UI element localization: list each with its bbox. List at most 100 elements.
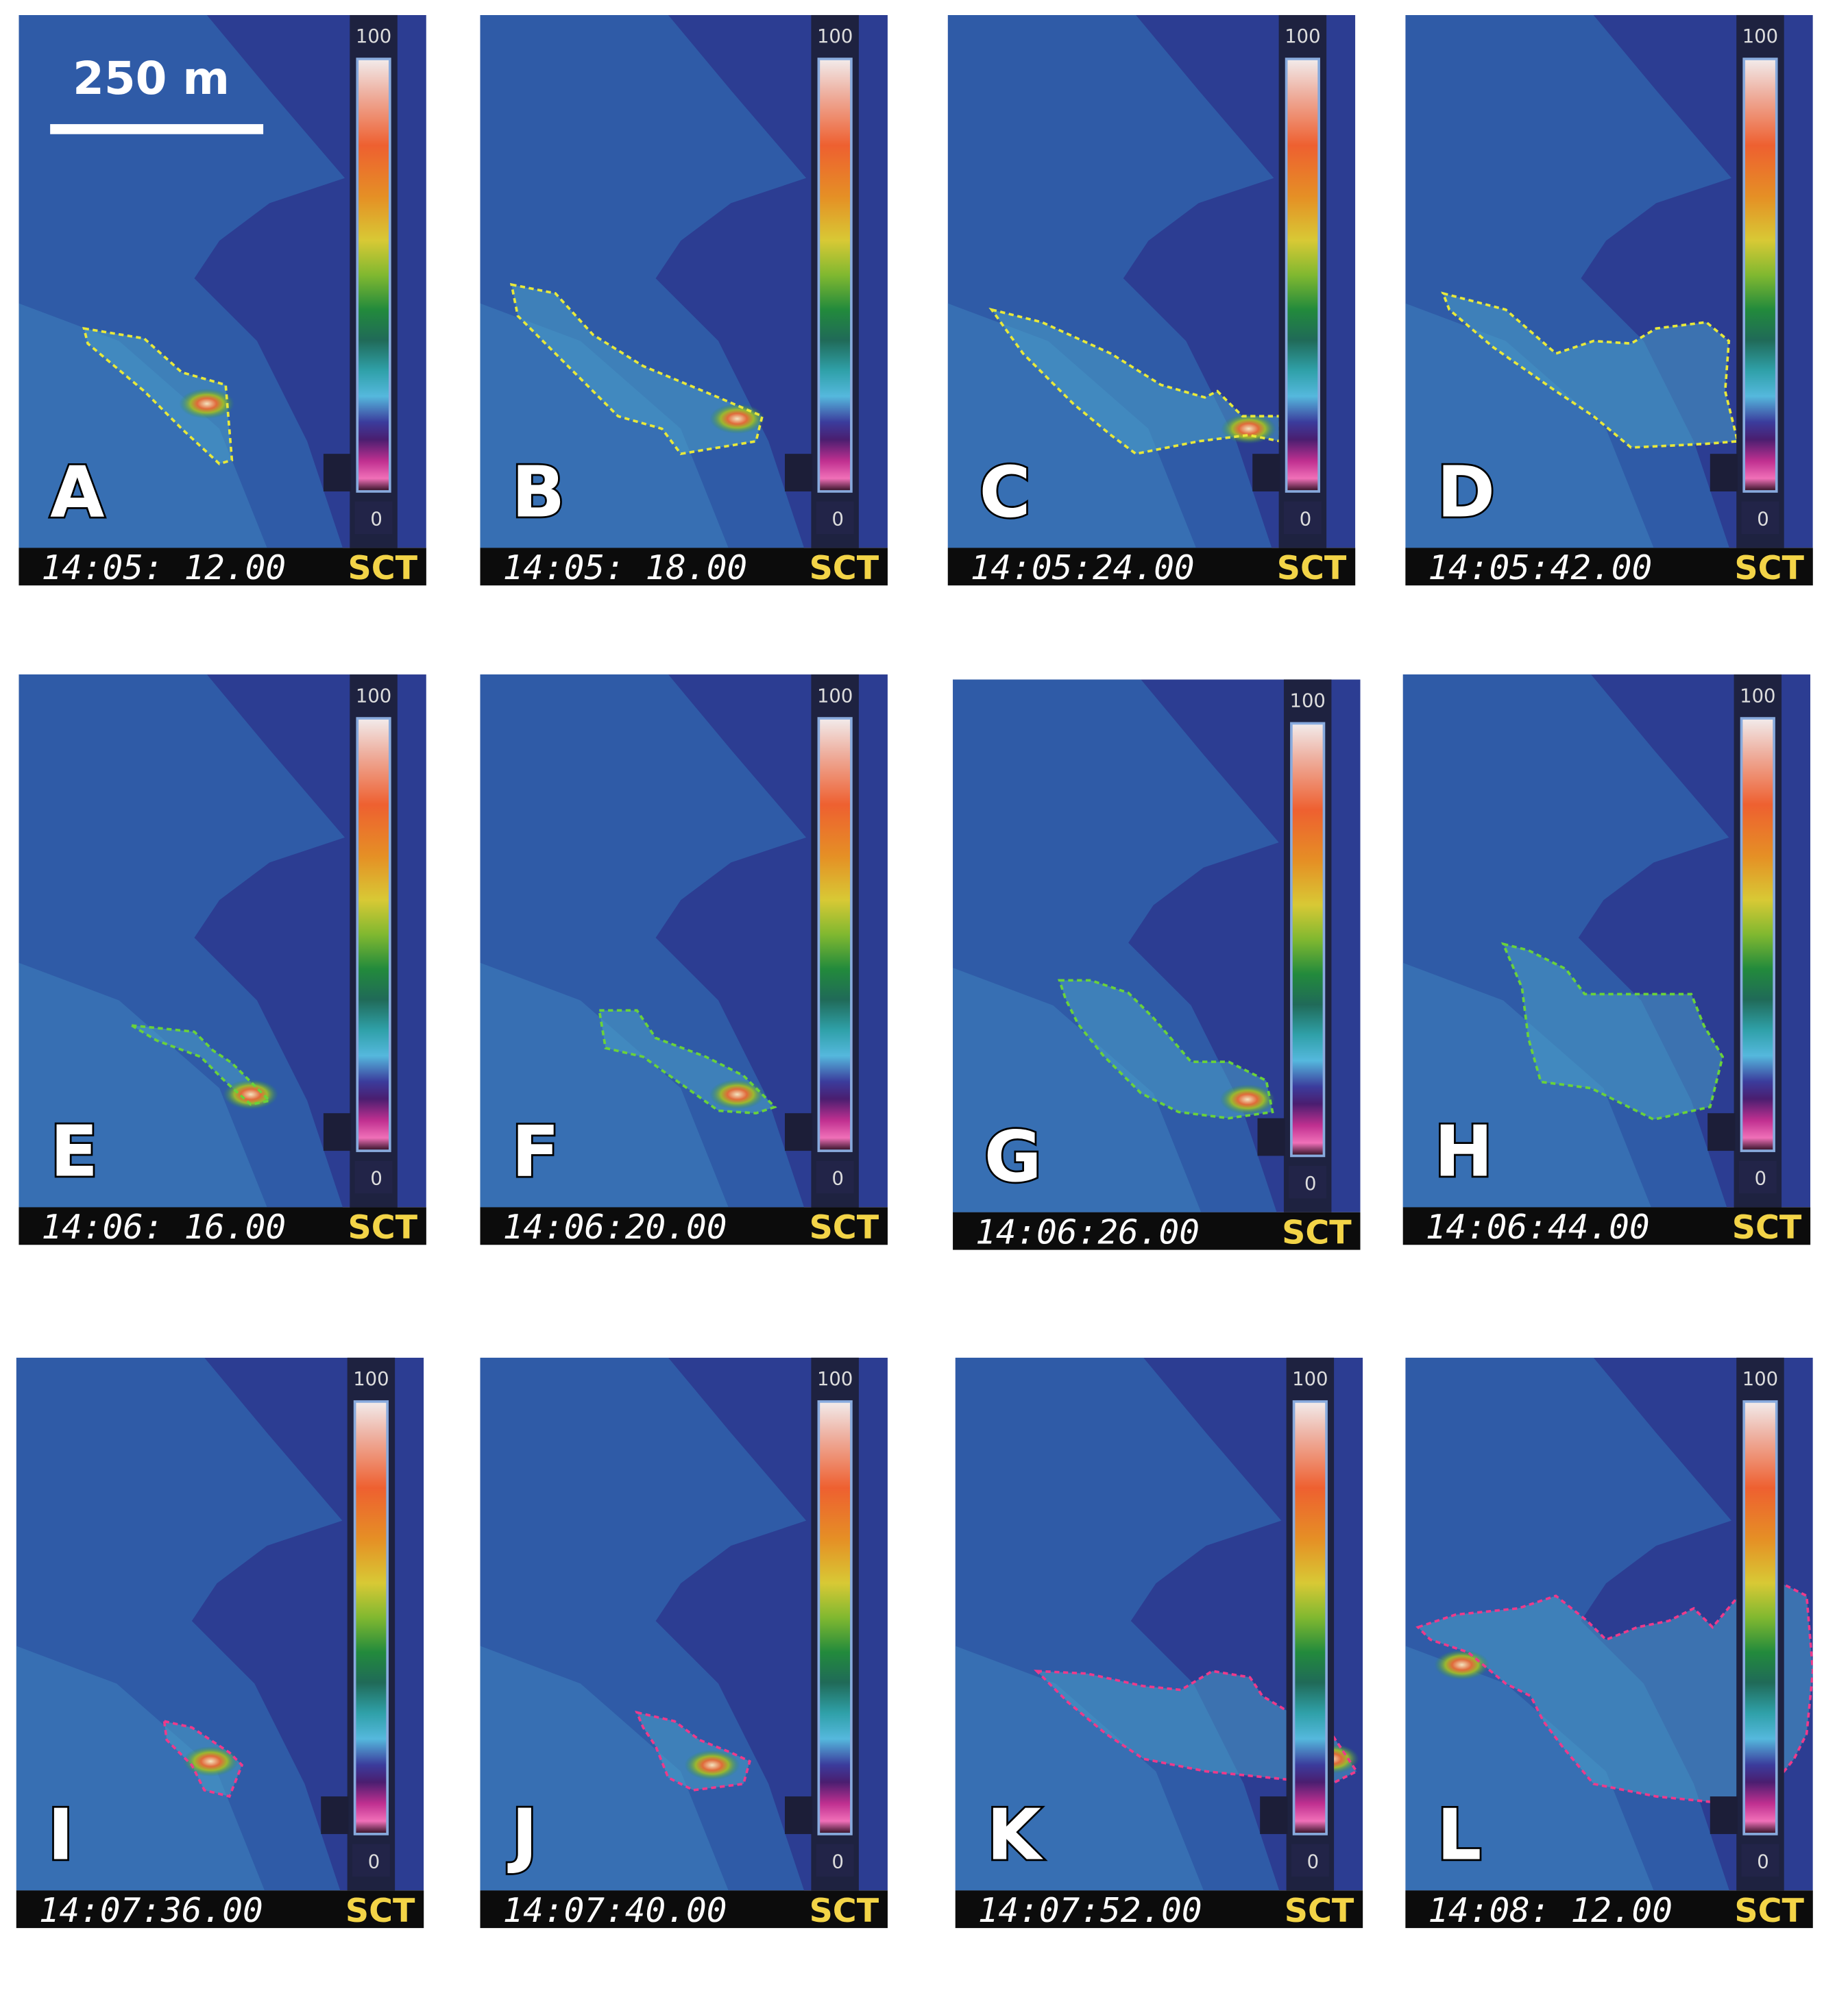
colorbar (817, 58, 853, 493)
time-bar (19, 548, 426, 586)
time-bar (1402, 1207, 1811, 1245)
time-bar (947, 548, 1356, 586)
timestamp: 14:07:36.00 (39, 1890, 263, 1930)
timestamp: 14:07:40.00 (502, 1890, 727, 1930)
time-bar (1405, 1890, 1813, 1929)
colorbar-max: 100 (356, 26, 391, 47)
plume-outline (162, 1719, 244, 1798)
panel: 100 0 H 14:06:44.00 SCT (1402, 674, 1811, 1247)
plume-fill (511, 284, 763, 454)
colorbar-min-box (816, 1160, 854, 1194)
plume-fill (1443, 293, 1738, 448)
camera-label: SCT (1734, 1892, 1804, 1930)
colorbar-max: 100 (1290, 691, 1326, 712)
timestamp: 14:07:52.00 (978, 1890, 1202, 1930)
marker-square (1710, 454, 1738, 492)
panel-letter: L (1437, 1794, 1481, 1876)
colorbar-min-box (352, 1844, 390, 1877)
panel: 100 0 C 14:05:24.00 SCT (947, 14, 1356, 587)
camera-label: SCT (348, 550, 417, 587)
terrain-low (19, 303, 267, 548)
panel-letter: H (1434, 1112, 1493, 1193)
marker-square (1707, 1113, 1736, 1151)
marker-square (1260, 1796, 1288, 1834)
terrain-low (16, 1646, 265, 1891)
camera-label: SCT (1277, 550, 1347, 587)
panel: 100 0 J 14:07:40.00 SCT (480, 1357, 888, 1930)
panel: 100 0 L 14:08: 12.00 SCT (1405, 1357, 1813, 1930)
camera-label: SCT (1285, 1892, 1354, 1930)
time-bar (480, 1890, 888, 1929)
time-bar (19, 1207, 426, 1245)
camera-label: SCT (1734, 550, 1804, 587)
colorbar-min: 0 (1757, 509, 1768, 530)
terrain-low (1405, 303, 1654, 548)
time-bar (480, 548, 888, 586)
camera-label: SCT (1282, 1214, 1352, 1252)
colorbar (1740, 717, 1775, 1152)
camera-label: SCT (810, 550, 879, 587)
marker-square (784, 1796, 813, 1834)
colorbar-max: 100 (353, 1369, 389, 1390)
hot-spot (1221, 413, 1276, 444)
panel: 100 0 G 14:06:26.00 SCT (953, 679, 1361, 1252)
plume-fill (1418, 1583, 1813, 1803)
colorbar-max: 100 (1742, 1369, 1778, 1390)
timestamp: 14:06: 16.00 (41, 1207, 286, 1247)
panel: 100 0 D 14:05:42.00 SCT (1405, 14, 1813, 587)
colorbar-min-box (1289, 1166, 1327, 1199)
plume-outline (131, 1024, 272, 1106)
colorbar-min-box (816, 1844, 854, 1877)
panel: 100 0 K 14:07:52.00 SCT (955, 1357, 1363, 1930)
colorbar-min: 0 (370, 509, 382, 530)
marker-square (784, 1113, 813, 1151)
marker-square (323, 454, 352, 492)
scale-bar (50, 124, 264, 134)
marker-square (1710, 1796, 1738, 1834)
colorbar-max: 100 (1742, 26, 1778, 47)
terrain-low (953, 968, 1202, 1212)
colorbar-max: 100 (817, 1369, 853, 1390)
hot-spot (1434, 1650, 1490, 1680)
thermal-image (1405, 1357, 1813, 1891)
marker-square (1252, 454, 1280, 492)
colorbar-min: 0 (1755, 1168, 1766, 1189)
colorbar-min-box (816, 501, 854, 535)
timestamp: 14:06:26.00 (975, 1212, 1200, 1252)
timestamp: 14:05:42.00 (1428, 548, 1652, 587)
colorbar-max: 100 (1740, 685, 1775, 707)
hot-spot (709, 403, 765, 434)
terrain-low (480, 303, 729, 548)
panel: 100 0 A 14:05: 12.00 SCT 250 m (19, 14, 426, 587)
panel-letter: C (979, 452, 1030, 534)
camera-label: SCT (810, 1209, 879, 1247)
terrain-low (480, 962, 729, 1208)
marker-square (321, 1796, 349, 1834)
plume-outline (1033, 1670, 1359, 1785)
plume-outline (82, 326, 234, 465)
time-bar (1405, 548, 1813, 586)
panel-letter: G (984, 1116, 1042, 1198)
colorbar (1292, 1400, 1328, 1835)
timestamp: 14:06:44.00 (1426, 1207, 1650, 1247)
marker-square (784, 454, 813, 492)
colorbar-max: 100 (817, 685, 853, 707)
colorbar-min-box (1738, 1160, 1777, 1194)
timestamp: 14:05: 18.00 (502, 548, 747, 587)
colorbar (817, 1400, 853, 1835)
colorbar (1742, 1400, 1778, 1835)
timestamp: 14:05:24.00 (971, 548, 1195, 587)
camera-label: SCT (1732, 1209, 1802, 1247)
plume-fill (1503, 944, 1723, 1120)
panel-letter: A (50, 452, 104, 534)
panel-letter: E (50, 1112, 98, 1193)
plume-outline (988, 307, 1282, 456)
colorbar-min: 0 (1757, 1851, 1768, 1872)
colorbar (353, 1400, 389, 1835)
colorbar-min-box (1741, 501, 1779, 535)
colorbar-max: 100 (356, 685, 391, 707)
plume-outline (598, 1009, 777, 1115)
camera-label: SCT (348, 1209, 417, 1247)
colorbar-min-box (1283, 501, 1322, 535)
plume-outline (1500, 942, 1725, 1121)
